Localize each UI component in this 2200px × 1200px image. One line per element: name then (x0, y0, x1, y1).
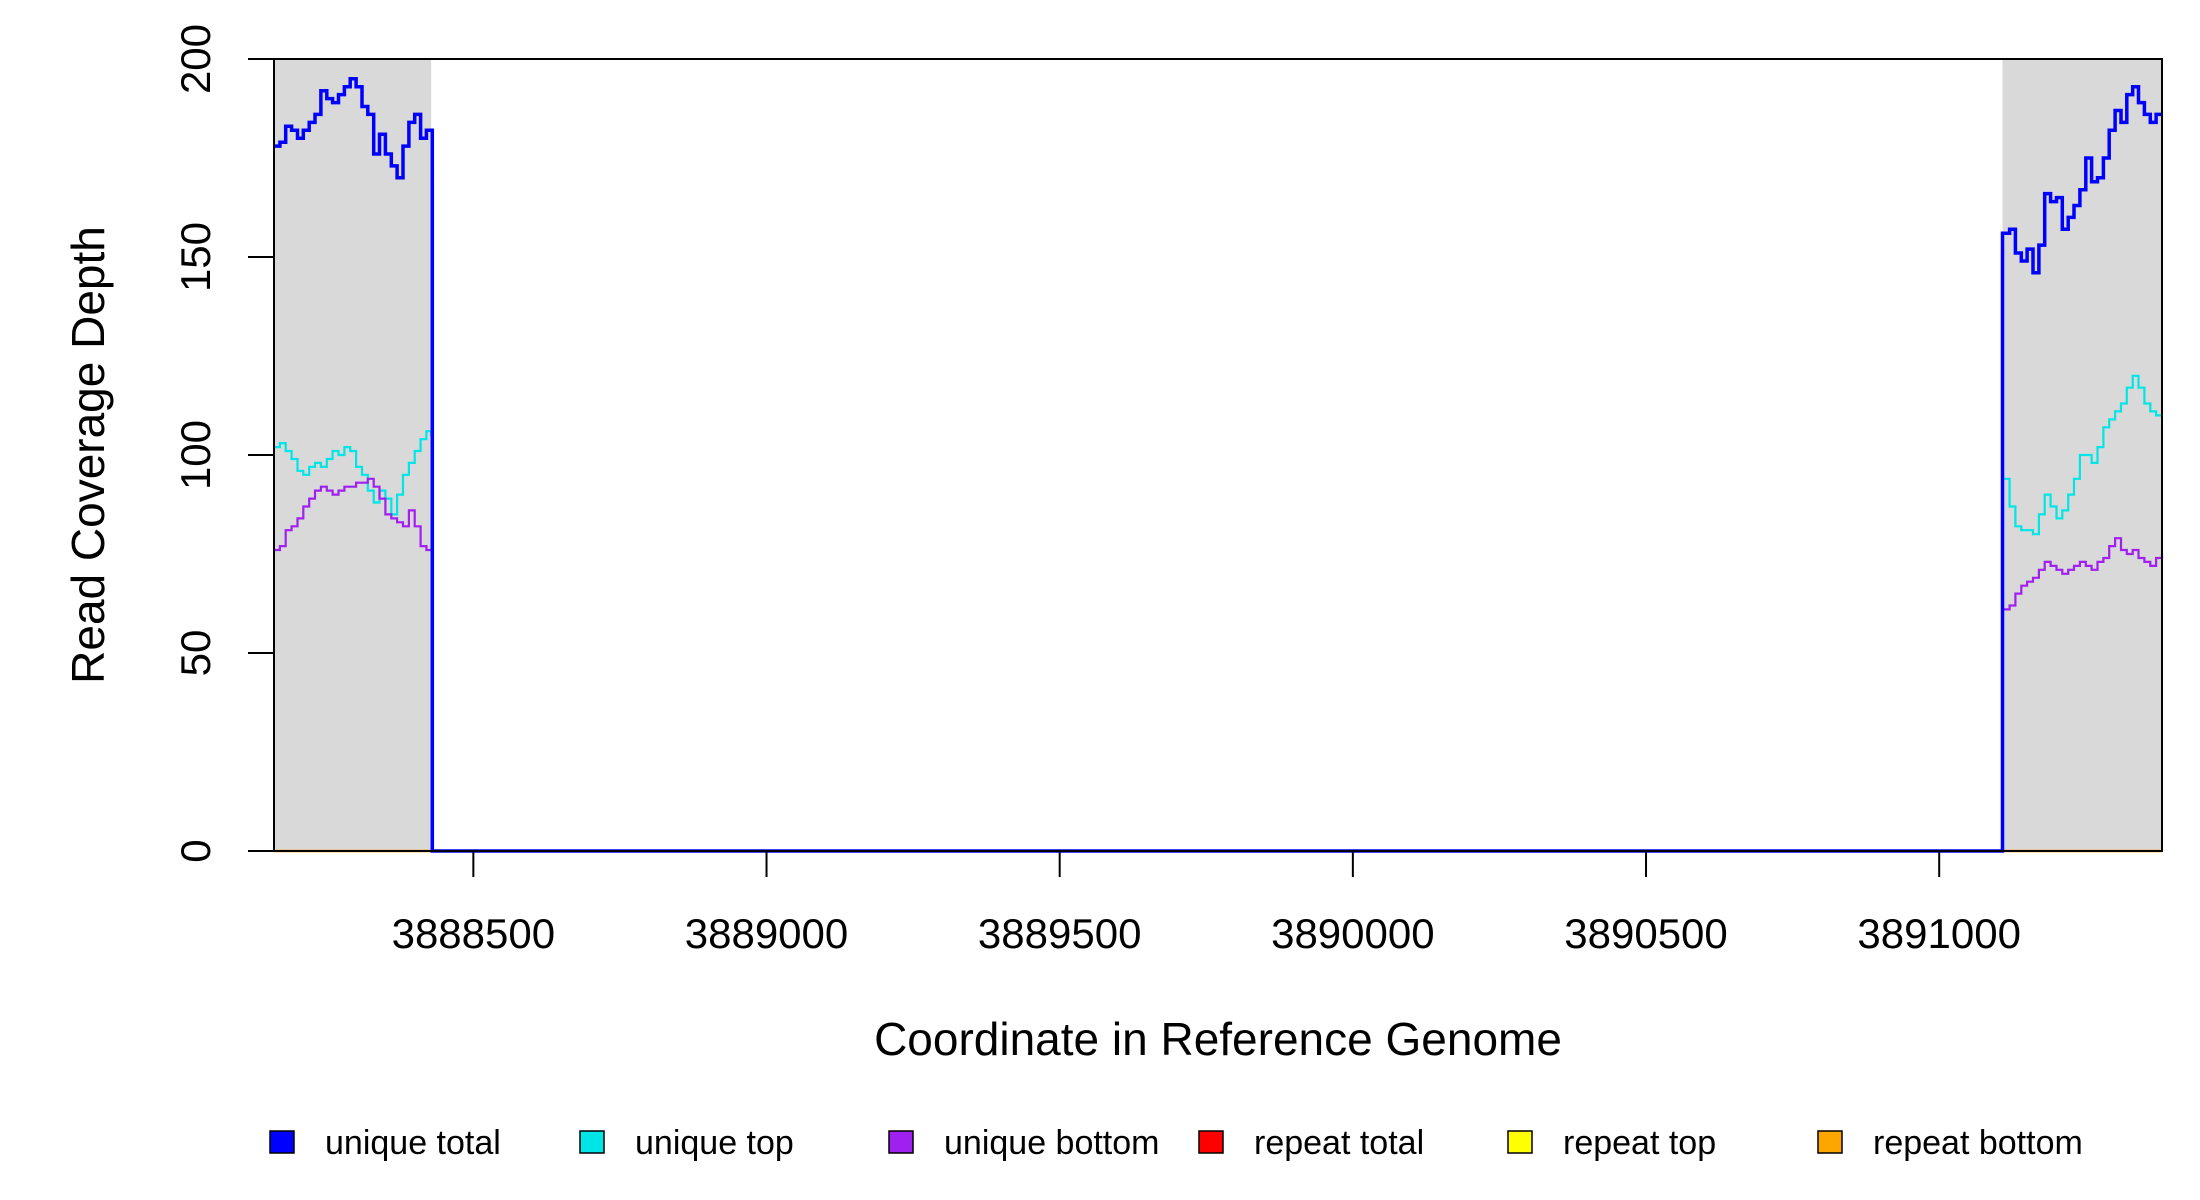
y-axis: 0 50 100 150 200 (172, 24, 274, 863)
legend-swatch (888, 1130, 914, 1154)
x-tick-label: 3889500 (978, 910, 1142, 957)
x-axis: 3888500 3889000 3889500 3890000 3890500 38910… (392, 851, 2021, 957)
y-axis-title: Read Coverage Depth (62, 226, 114, 684)
legend-label: repeat top (1563, 1124, 1716, 1162)
y-tick-label: 100 (172, 420, 219, 490)
legend-item-unique-top: unique top (579, 1124, 794, 1162)
y-tick-label: 50 (172, 630, 219, 677)
legend-swatch (1507, 1130, 1533, 1154)
legend: unique total unique top unique bottom repea… (269, 1124, 2083, 1162)
legend-item-repeat-total: repeat total (1198, 1124, 1424, 1162)
legend-item-repeat-bottom: repeat bottom (1817, 1124, 2083, 1162)
legend-swatch (269, 1130, 295, 1154)
y-tick-label: 200 (172, 24, 219, 94)
x-axis-title: Coordinate in Reference Genome (874, 1013, 1562, 1065)
series-unique-top (274, 374, 2162, 853)
x-tick-label: 3890500 (1564, 910, 1728, 957)
legend-swatch (579, 1130, 605, 1154)
legend-swatch (1198, 1130, 1224, 1154)
legend-swatch (1817, 1130, 1843, 1154)
legend-label: unique bottom (944, 1124, 1160, 1162)
legend-item-unique-bottom: unique bottom (888, 1124, 1160, 1162)
plot-frame (273, 58, 2163, 852)
legend-label: unique top (635, 1124, 794, 1162)
series-unique-total (274, 77, 2162, 853)
shaded-regions (274, 59, 2162, 851)
y-tick-label: 150 (172, 222, 219, 292)
x-tick-label: 3888500 (392, 910, 556, 957)
legend-item-unique-total: unique total (269, 1124, 501, 1162)
series-unique-bottom (274, 477, 2164, 853)
x-tick-label: 3891000 (1857, 910, 2021, 957)
y-tick-label: 0 (172, 839, 219, 862)
legend-label: repeat total (1254, 1124, 1424, 1162)
legend-label: unique total (325, 1124, 501, 1162)
series-lines (274, 77, 2164, 853)
legend-item-repeat-top: repeat top (1507, 1124, 1716, 1162)
x-tick-label: 3890000 (1271, 910, 1435, 957)
shaded-region-1 (274, 59, 432, 851)
x-tick-label: 3889000 (685, 910, 849, 957)
legend-label: repeat bottom (1873, 1124, 2083, 1162)
